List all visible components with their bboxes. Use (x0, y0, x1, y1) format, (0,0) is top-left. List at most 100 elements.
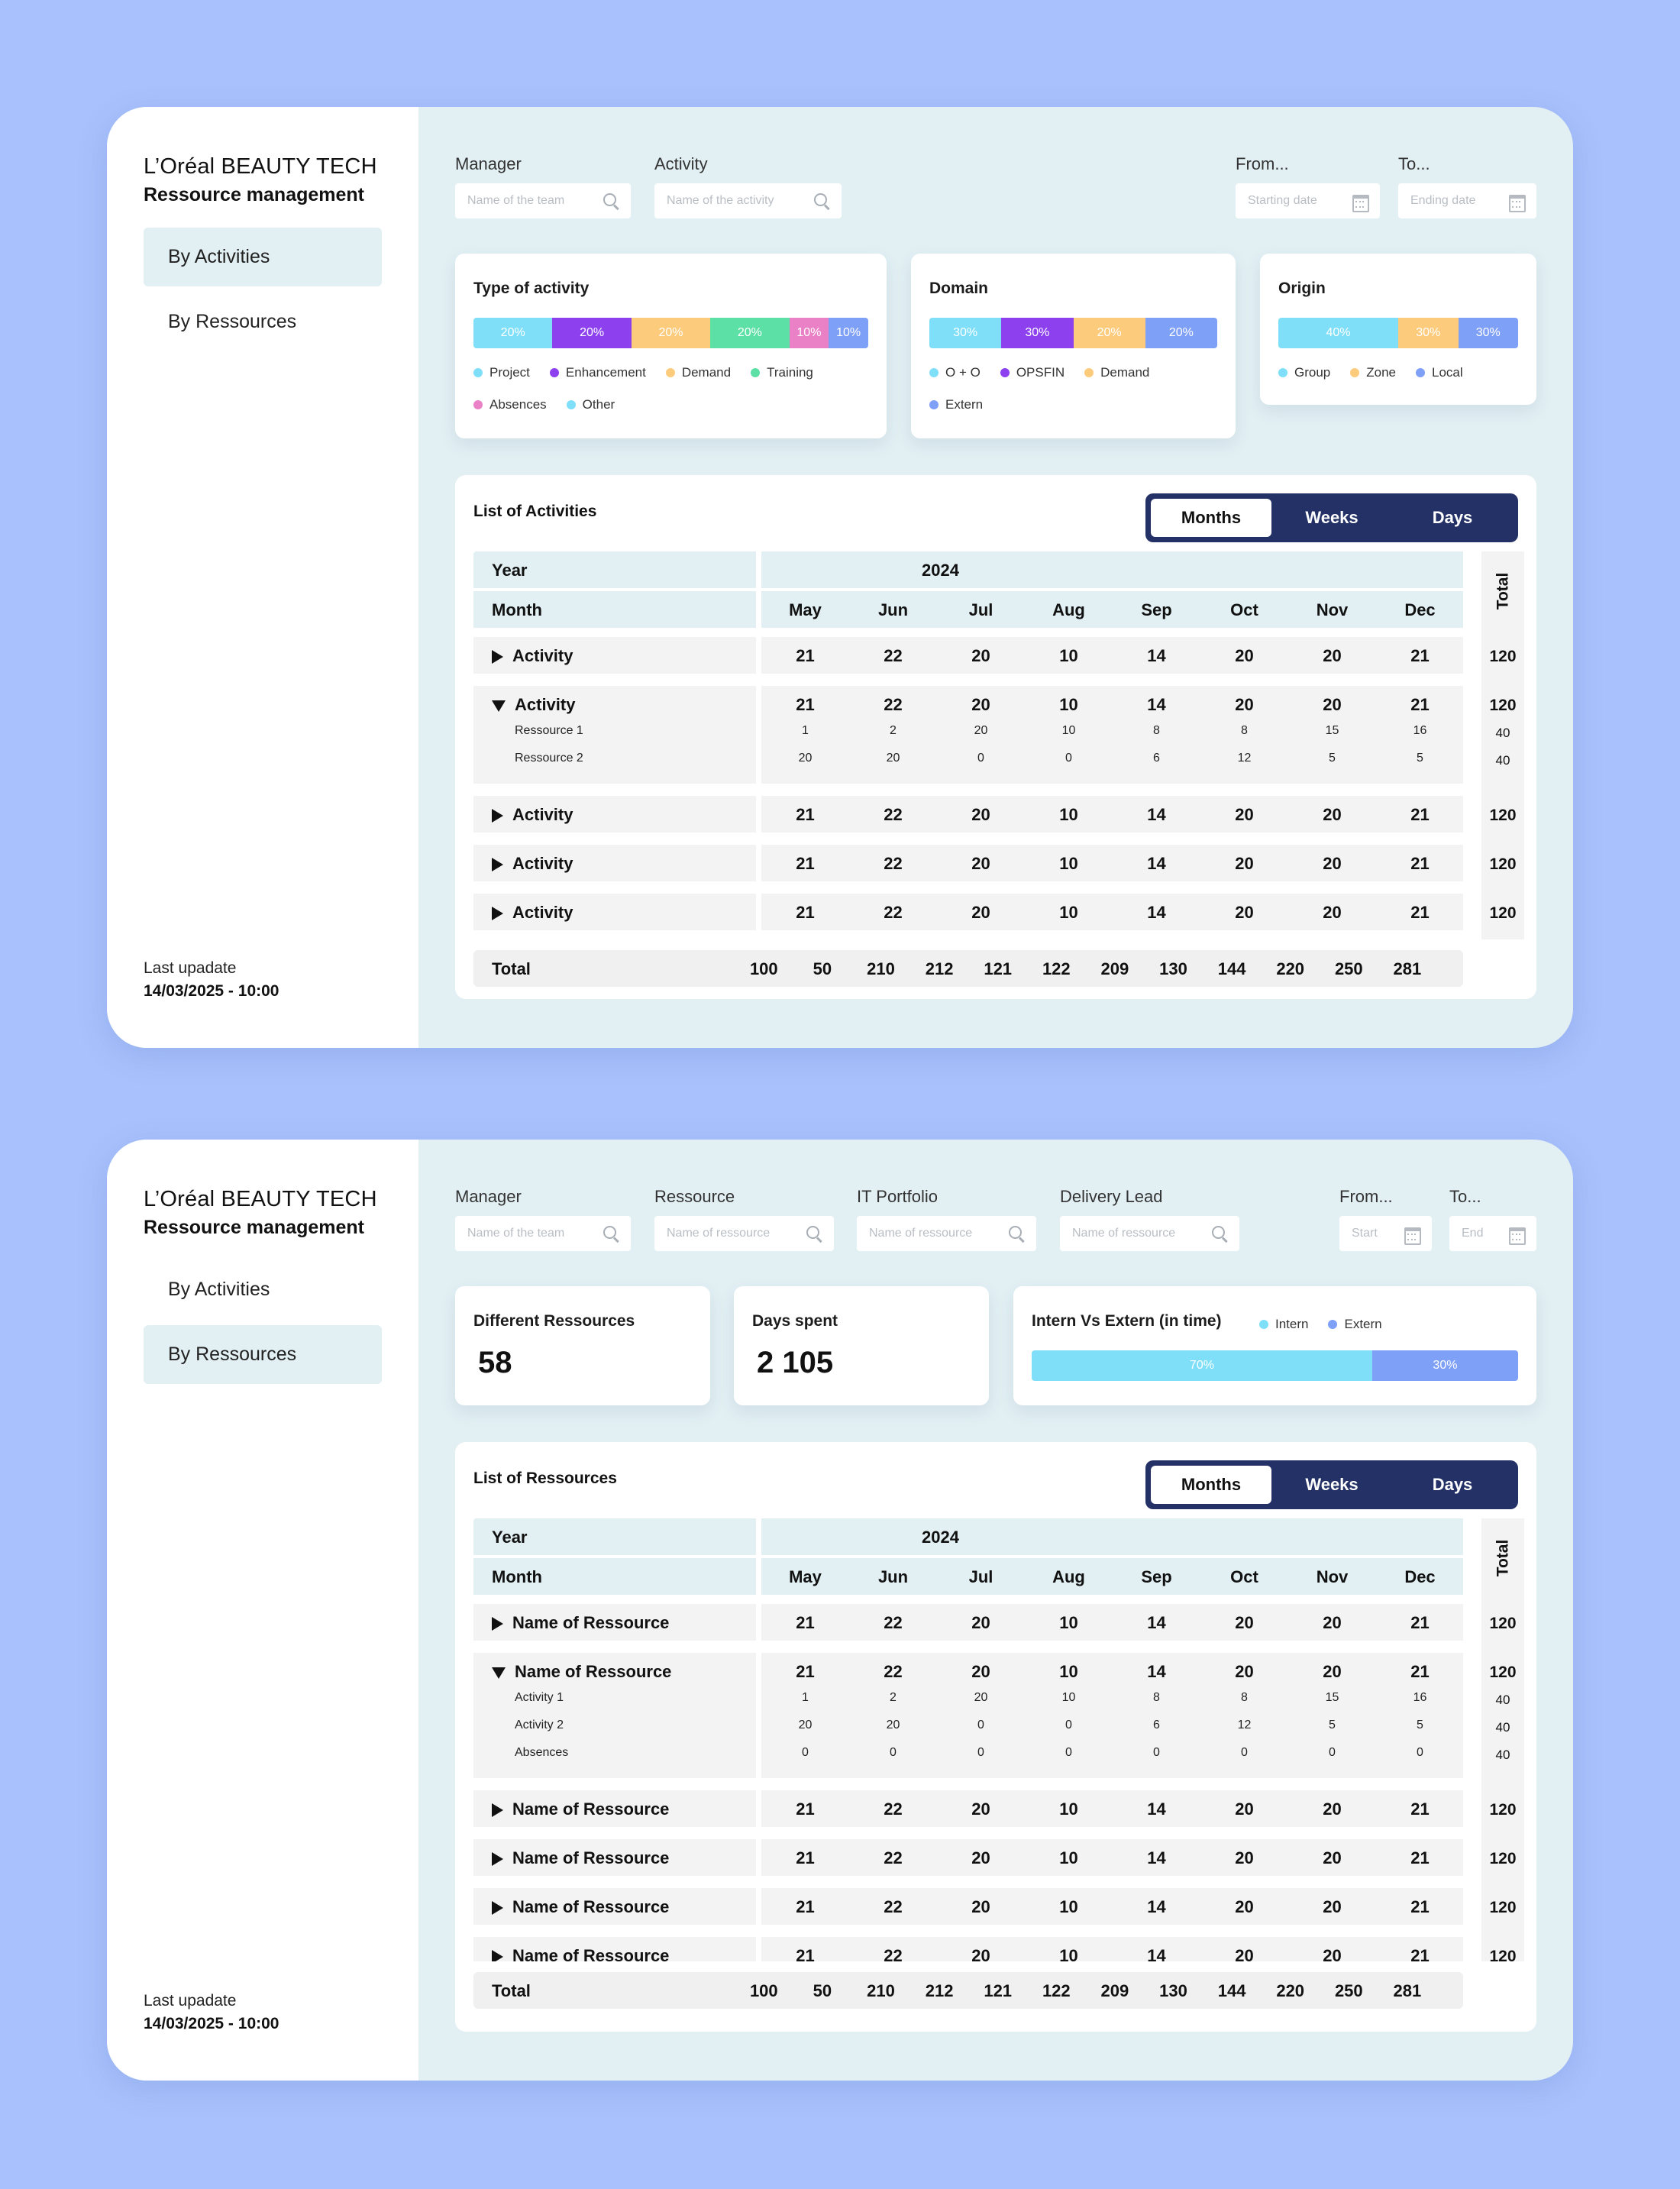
year-value: 2024 (922, 561, 959, 580)
ressource-filter: Ressource Name of ressource (654, 1187, 834, 1251)
collapsed-row[interactable]: Name of Ressource 21 22 20 10 14 20 20 21 (473, 1888, 1463, 1925)
manager-placeholder: Name of the team (467, 1227, 565, 1240)
search-icon[interactable] (1007, 1224, 1026, 1243)
to-date-input[interactable]: Ending date (1398, 183, 1536, 218)
manager-search-input[interactable]: Name of the team (455, 1216, 631, 1251)
collapsed-row[interactable]: Name of Ressource 21 22 20 10 14 20 20 21 (473, 1937, 1463, 1961)
toggle-days[interactable]: Days (1432, 508, 1473, 527)
legend-intern: Intern (1259, 1317, 1308, 1332)
child-row-label: Activity 2 (515, 1719, 564, 1731)
row-name: Activity (515, 695, 576, 714)
value-cell: 21 (1410, 1613, 1430, 1632)
child-value-cell: 8 (1241, 724, 1248, 737)
expand-arrow-icon[interactable] (492, 809, 503, 823)
last-update: Last upadate 14/03/2025 - 10:00 (144, 1992, 279, 2033)
row-total: 120 (1489, 855, 1517, 873)
row-values: 21 22 20 10 14 20 20 21 (761, 894, 1463, 930)
month-label-cell: Month (473, 591, 756, 628)
calendar-icon[interactable] (1351, 192, 1369, 212)
it-portfolio-placeholder: Name of ressource (869, 1227, 973, 1240)
total-cell: 210 (867, 959, 895, 978)
table-body: Activity 21 22 20 10 14 20 20 21 Activity Ressourc… (455, 475, 1536, 939)
intern-extern-card: Intern Vs Extern (in time) Intern Extern… (1013, 1286, 1536, 1405)
toggle-weeks[interactable]: Weeks (1305, 1475, 1359, 1494)
child-value-cell: 10 (1061, 724, 1076, 737)
value-cell: 21 (796, 903, 815, 922)
nav-by-activities[interactable]: By Activities (168, 1279, 270, 1300)
calendar-icon[interactable] (1403, 1224, 1421, 1245)
value-cell: 20 (971, 1848, 990, 1867)
search-icon[interactable] (1210, 1224, 1229, 1243)
ressource-placeholder: Name of ressource (667, 1227, 771, 1240)
month-header: Sep (1141, 600, 1172, 619)
origin-stacked-bar: 40% 30% 30% (1278, 318, 1518, 348)
collapsed-row[interactable]: Name of Ressource 21 22 20 10 14 20 20 21 (473, 1790, 1463, 1827)
manager-filter: Manager Name of the team (455, 1187, 631, 1251)
row-total: 120 (1489, 1850, 1517, 1867)
collapsed-row[interactable]: Activity 21 22 20 10 14 20 20 21 (473, 894, 1463, 930)
total-column: Total 120 120 40 40 40 120 120 120 120 (1481, 1518, 1524, 1965)
search-icon[interactable] (602, 192, 620, 210)
calendar-icon[interactable] (1507, 192, 1526, 212)
collapse-arrow-icon[interactable] (492, 1667, 506, 1679)
month-header: Dec (1404, 1567, 1436, 1586)
value-cell: 21 (1410, 646, 1430, 665)
kpi-title: Days spent (752, 1312, 838, 1330)
domain-stacked-bar: 30% 30% 20% 20% (929, 318, 1217, 348)
child-value-cell: 8 (1153, 1691, 1160, 1704)
manager-placeholder: Name of the team (467, 194, 565, 207)
ressource-search-input[interactable]: Name of ressource (654, 1216, 834, 1251)
it-portfolio-search-input[interactable]: Name of ressource (857, 1216, 1036, 1251)
type-of-activity-card: Type of activity 20% 20% 20% 20% 10% 10%… (455, 254, 887, 438)
expand-arrow-icon[interactable] (492, 1803, 503, 1818)
delivery-lead-search-input[interactable]: Name of ressource (1060, 1216, 1239, 1251)
manager-search-input[interactable]: Name of the team (455, 183, 631, 218)
toggle-months[interactable]: Months (1151, 1466, 1271, 1504)
sidebar: L’Oréal BEAUTY TECH Ressource management… (107, 1140, 418, 2081)
calendar-icon[interactable] (1507, 1224, 1526, 1245)
toggle-weeks[interactable]: Weeks (1305, 508, 1359, 527)
child-value-cell: 20 (974, 724, 988, 737)
collapsed-row[interactable]: Name of Ressource 21 22 20 10 14 20 20 21 (473, 1604, 1463, 1641)
search-icon[interactable] (805, 1224, 823, 1243)
row-label: Name of Ressource (492, 1799, 669, 1819)
activity-search-input[interactable]: Name of the activity (654, 183, 842, 218)
value-cell: 14 (1147, 1848, 1166, 1867)
toggle-months[interactable]: Months (1151, 499, 1271, 537)
collapsed-row[interactable]: Activity 21 22 20 10 14 20 20 21 (473, 845, 1463, 881)
value-cell: 21 (796, 695, 815, 714)
toggle-days[interactable]: Days (1432, 1475, 1473, 1494)
delivery-lead-placeholder: Name of ressource (1072, 1227, 1176, 1240)
expand-arrow-icon[interactable] (492, 650, 503, 664)
collapsed-row[interactable]: Activity 21 22 20 10 14 20 20 21 (473, 637, 1463, 674)
expand-arrow-icon[interactable] (492, 907, 503, 921)
expand-arrow-icon[interactable] (492, 1617, 503, 1631)
expanded-row[interactable]: Name of Ressource Activity 1 Activity 2 Abs… (473, 1653, 1463, 1778)
collapsed-row[interactable]: Name of Ressource 21 22 20 10 14 20 20 21 (473, 1839, 1463, 1876)
child-value-cell: 0 (890, 1746, 897, 1759)
search-icon[interactable] (602, 1224, 620, 1243)
brand: L’Oréal BEAUTY TECH Ressource management (144, 154, 377, 206)
expand-arrow-icon[interactable] (492, 1852, 503, 1867)
value-cell: 21 (796, 646, 815, 665)
expand-arrow-icon[interactable] (492, 858, 503, 872)
nav-by-activities[interactable]: By Activities (144, 228, 382, 286)
to-date-input[interactable]: End (1449, 1216, 1536, 1251)
expand-arrow-icon[interactable] (492, 1901, 503, 1916)
nav-by-ressources[interactable]: By Ressources (144, 1325, 382, 1384)
expanded-row[interactable]: Activity Ressource 1 Ressource 2 21 22 20 10 14… (473, 686, 1463, 784)
value-cell: 10 (1059, 1662, 1078, 1681)
expand-arrow-icon[interactable] (492, 1950, 503, 1961)
nav-by-ressources[interactable]: By Ressources (168, 311, 297, 332)
row-total: 120 (1489, 807, 1517, 824)
search-icon[interactable] (813, 192, 831, 210)
from-date-input[interactable]: Start (1339, 1216, 1432, 1251)
collapse-arrow-icon[interactable] (492, 700, 506, 712)
child-value-cell: 10 (1061, 1691, 1076, 1704)
from-date-input[interactable]: Starting date (1236, 183, 1380, 218)
collapsed-row[interactable]: Activity 21 22 20 10 14 20 20 21 (473, 796, 1463, 833)
value-cell: 20 (1235, 1799, 1254, 1819)
legend-enhancement: Enhancement (549, 365, 646, 380)
child-value-cell: 0 (1065, 1719, 1072, 1731)
delivery-lead-label: Delivery Lead (1060, 1187, 1163, 1206)
